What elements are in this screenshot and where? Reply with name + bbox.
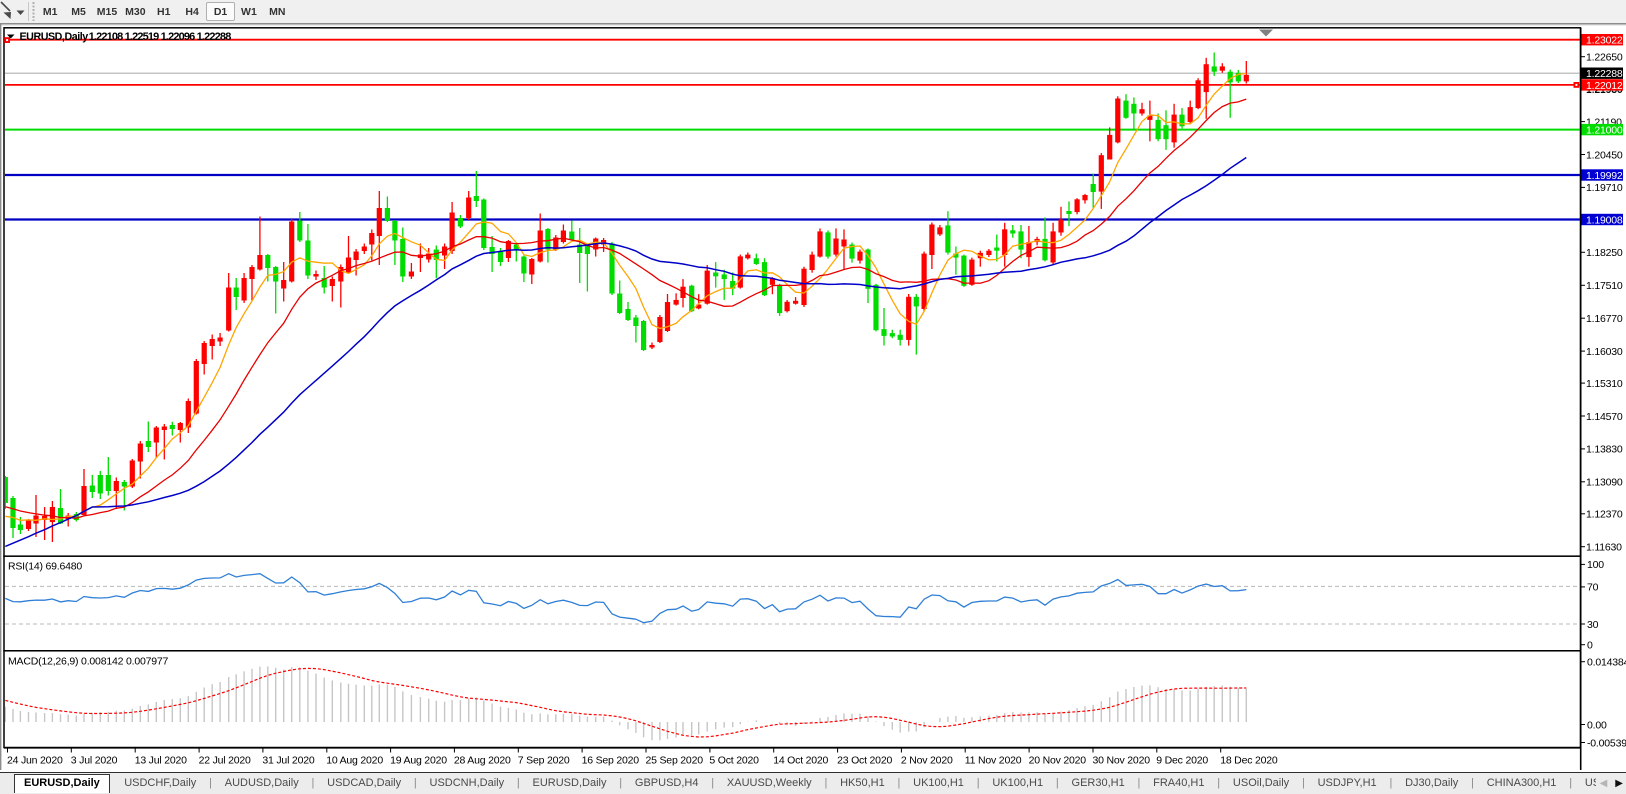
svg-text:0: 0 (1587, 640, 1593, 652)
svg-text:EURUSD,Daily: EURUSD,Daily (20, 31, 89, 43)
svg-text:1.11630: 1.11630 (1586, 542, 1622, 554)
svg-text:9 Dec 2020: 9 Dec 2020 (1156, 755, 1208, 767)
svg-text:70: 70 (1587, 582, 1599, 594)
svg-text:3 Jul 2020: 3 Jul 2020 (71, 755, 118, 767)
svg-text:1.21000: 1.21000 (1586, 125, 1623, 137)
svg-text:16 Sep 2020: 16 Sep 2020 (582, 755, 640, 767)
svg-text:RSI(14) 69.6480: RSI(14) 69.6480 (8, 561, 82, 573)
svg-text:1.22288: 1.22288 (1586, 68, 1623, 80)
svg-text:1.13090: 1.13090 (1586, 477, 1623, 489)
svg-text:1.22108 1.22519 1.22096 1.2228: 1.22108 1.22519 1.22096 1.22288 (89, 31, 232, 43)
svg-text:22 Jul 2020: 22 Jul 2020 (199, 755, 251, 767)
svg-text:13 Jul 2020: 13 Jul 2020 (135, 755, 187, 767)
svg-text:1.15310: 1.15310 (1586, 378, 1623, 390)
svg-text:1.23022: 1.23022 (1586, 35, 1623, 47)
svg-text:0.014384: 0.014384 (1587, 657, 1626, 669)
svg-text:20 Nov 2020: 20 Nov 2020 (1029, 755, 1087, 767)
svg-text:1.18250: 1.18250 (1586, 247, 1623, 259)
svg-text:1.22012: 1.22012 (1586, 80, 1623, 92)
svg-text:30 Nov 2020: 30 Nov 2020 (1093, 755, 1151, 767)
svg-text:1.16770: 1.16770 (1586, 313, 1623, 325)
svg-text:MACD(12,26,9) 0.008142 0.00797: MACD(12,26,9) 0.008142 0.007977 (8, 656, 169, 668)
svg-text:1.14570: 1.14570 (1586, 411, 1623, 423)
svg-text:2 Nov 2020: 2 Nov 2020 (901, 755, 953, 767)
svg-text:1.20450: 1.20450 (1586, 149, 1623, 161)
svg-text:-0.005396: -0.005396 (1587, 737, 1626, 749)
svg-text:1.12370: 1.12370 (1586, 509, 1623, 521)
svg-text:100: 100 (1587, 559, 1604, 571)
svg-text:14 Oct 2020: 14 Oct 2020 (773, 755, 828, 767)
svg-text:1.21190: 1.21190 (1586, 116, 1622, 128)
svg-text:1.19008: 1.19008 (1586, 214, 1623, 226)
svg-text:31 Jul 2020: 31 Jul 2020 (262, 755, 314, 767)
svg-text:1.19710: 1.19710 (1586, 182, 1623, 194)
svg-text:1.13830: 1.13830 (1586, 444, 1623, 456)
svg-text:10 Aug 2020: 10 Aug 2020 (326, 755, 383, 767)
svg-text:28 Aug 2020: 28 Aug 2020 (454, 755, 511, 767)
svg-text:1.16030: 1.16030 (1586, 346, 1623, 358)
svg-text:18 Dec 2020: 18 Dec 2020 (1220, 755, 1278, 767)
svg-text:23 Oct 2020: 23 Oct 2020 (837, 755, 892, 767)
svg-text:30: 30 (1587, 619, 1599, 631)
svg-text:25 Sep 2020: 25 Sep 2020 (646, 755, 704, 767)
svg-text:5 Oct 2020: 5 Oct 2020 (709, 755, 759, 767)
svg-text:24 Jun 2020: 24 Jun 2020 (7, 755, 63, 767)
svg-text:11 Nov 2020: 11 Nov 2020 (965, 755, 1022, 767)
svg-text:1.22650: 1.22650 (1586, 52, 1623, 64)
svg-text:1.17510: 1.17510 (1586, 280, 1623, 292)
svg-text:19 Aug 2020: 19 Aug 2020 (390, 755, 447, 767)
svg-text:0.00: 0.00 (1587, 719, 1607, 731)
svg-text:7 Sep 2020: 7 Sep 2020 (518, 755, 570, 767)
svg-text:1.19992: 1.19992 (1586, 170, 1623, 182)
